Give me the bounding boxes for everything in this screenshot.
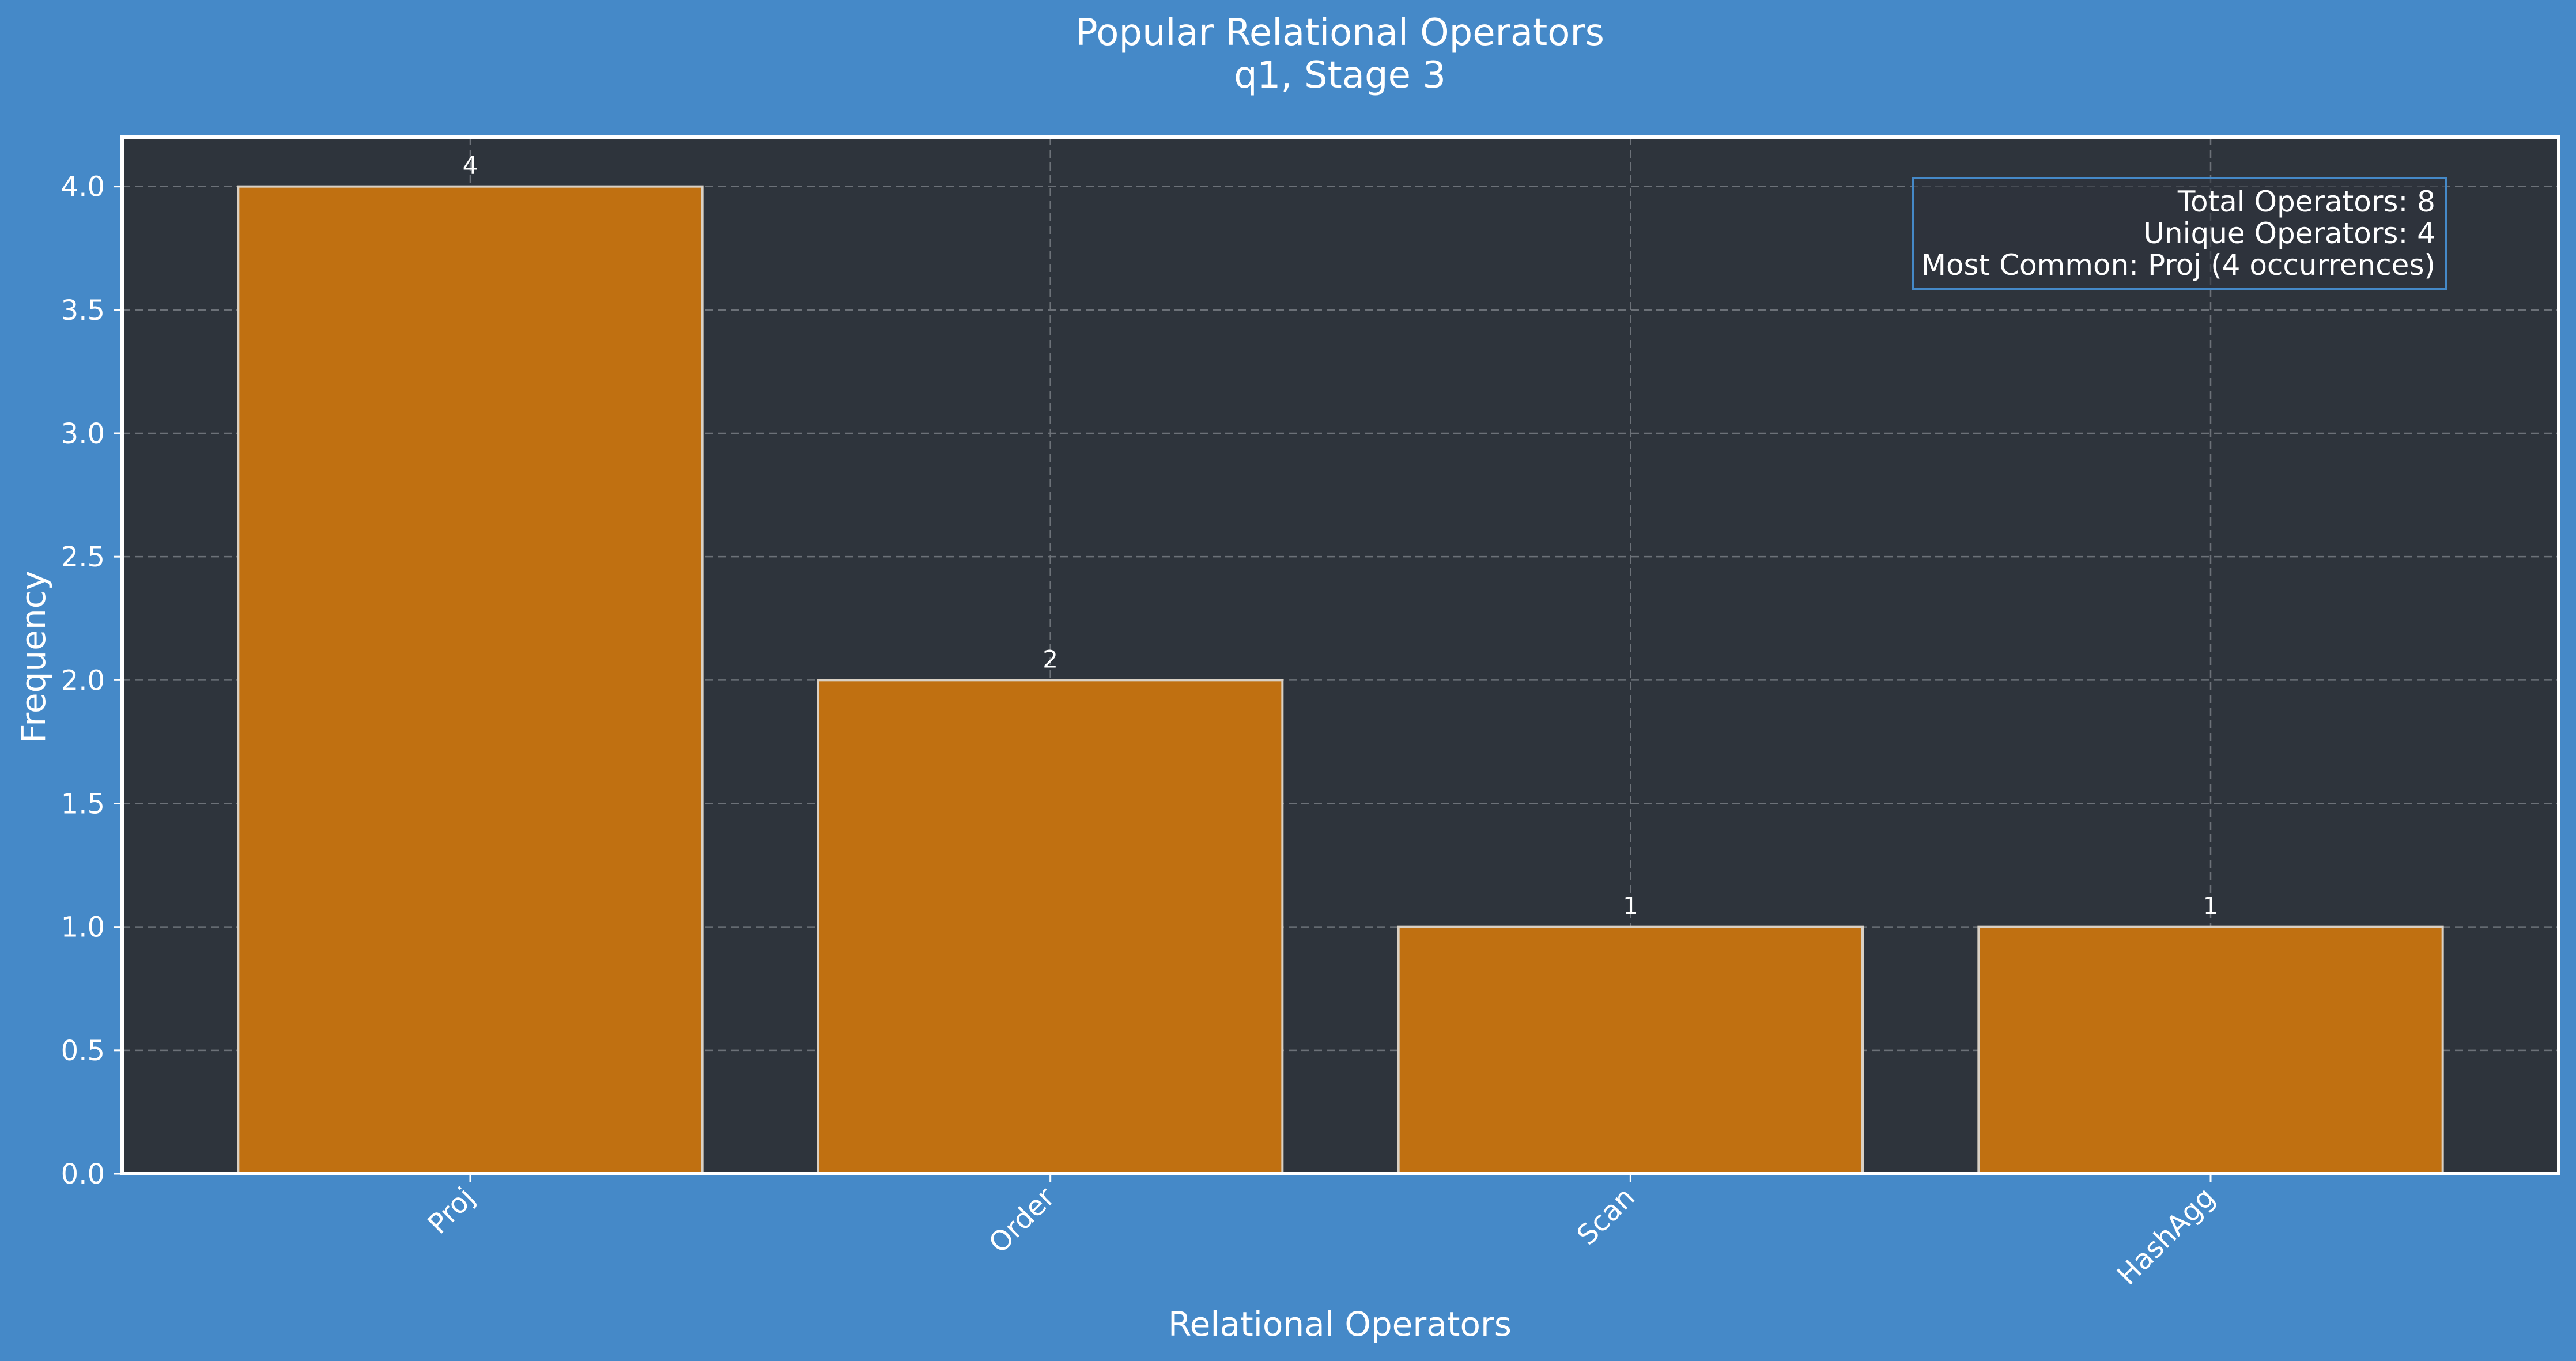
plot-frame	[120, 135, 2560, 1175]
y-tick-label: 2.5	[61, 541, 105, 573]
bar-value-label: 1	[1623, 892, 1638, 920]
y-tick-label: 4.0	[61, 171, 105, 203]
chart-subtitle: q1, Stage 3	[1234, 54, 1446, 97]
chart-title: Popular Relational Operators	[1075, 12, 1604, 54]
y-axis-ticks: 0.0 0.5 1.0 1.5 2.0 2.5 3.0 3.5 4.0	[61, 171, 122, 1190]
bar-value-label: 4	[463, 152, 478, 180]
y-tick-label: 3.5	[61, 294, 105, 327]
stats-line-most-common: Most Common: Proj (4 occurrences)	[1921, 248, 2435, 282]
y-tick-label: 0.0	[61, 1158, 105, 1190]
y-tick-label: 0.5	[61, 1035, 105, 1067]
y-axis-label: Frequency	[14, 570, 53, 743]
y-tick-label: 2.0	[61, 664, 105, 697]
y-tick-label: 3.0	[61, 418, 105, 450]
bars	[237, 185, 2444, 1175]
x-tick-label-order: Order	[983, 1181, 1061, 1260]
stats-line-unique: Unique Operators: 4	[2143, 217, 2435, 250]
bar-proj	[237, 185, 704, 1175]
bar-value-label: 2	[1043, 645, 1058, 673]
stats-box: Total Operators: 8 Unique Operators: 4 M…	[1912, 177, 2447, 290]
x-axis-label: Relational Operators	[1168, 1305, 1512, 1344]
x-tick-label-hashagg: HashAgg	[2111, 1181, 2221, 1291]
bar-order	[817, 679, 1284, 1175]
x-tick-label-proj: Proj	[422, 1181, 481, 1241]
bar-scan	[1397, 925, 1864, 1175]
y-tick-label: 1.5	[61, 788, 105, 821]
stats-box-frame	[1912, 177, 2447, 290]
bar-hashagg	[1977, 925, 2444, 1175]
bar-value-label: 1	[2203, 892, 2219, 920]
x-axis-ticks: Proj Order Scan HashAgg	[422, 1174, 2221, 1291]
x-tick-label-scan: Scan	[1571, 1181, 1641, 1252]
y-tick-label: 1.0	[61, 912, 105, 944]
stats-line-total: Total Operators: 8	[2177, 185, 2435, 218]
bar-value-labels: 4 2 1 1	[463, 152, 2219, 920]
